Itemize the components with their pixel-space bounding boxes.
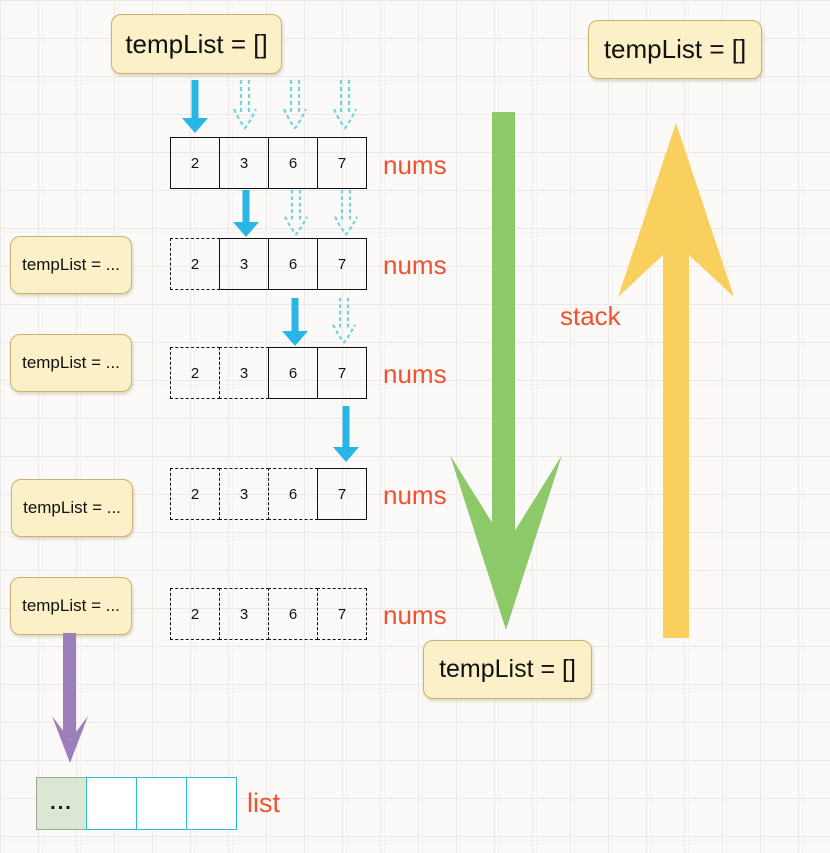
dashed-cyan-arrow-down-icon (332, 297, 356, 344)
templist-box-top-right-label: tempList = [] (603, 34, 747, 64)
cell-value: 3 (239, 485, 249, 503)
cell-value: 2 (190, 364, 200, 382)
nums-array-row-3: 2 3 6 7 (170, 347, 367, 399)
cell-value: 2 (190, 255, 200, 273)
cell-value: 7 (337, 605, 347, 623)
cyan-arrow-down-icon (333, 406, 359, 462)
array-cell: 2 (170, 137, 220, 189)
stack-label: stack (560, 301, 621, 331)
array-cell: 3 (219, 468, 269, 520)
array-cell: 3 (219, 137, 269, 189)
cell-value: ... (50, 792, 73, 814)
list-cell (186, 777, 237, 830)
array-cell: 3 (219, 347, 269, 399)
cell-value: 3 (239, 154, 249, 172)
cell-value: 2 (190, 605, 200, 623)
nums-label: nums (383, 150, 447, 180)
dashed-cyan-arrow-down-icon (334, 189, 358, 236)
array-cell: 7 (317, 347, 367, 399)
array-cell: 2 (170, 347, 220, 399)
array-cell: 6 (268, 468, 318, 520)
nums-array-row-1: 2 3 6 7 (170, 137, 367, 189)
templist-box-left-3: tempList = ... (11, 479, 133, 537)
array-cell: 6 (268, 137, 318, 189)
cell-value: 6 (288, 255, 298, 273)
cell-value: 7 (337, 154, 347, 172)
nums-label: nums (383, 250, 447, 280)
green-big-arrow-down-icon (450, 112, 562, 630)
dashed-cyan-arrow-down-icon (284, 189, 308, 236)
cell-value: 7 (337, 485, 347, 503)
dashed-cyan-arrow-down-icon (233, 80, 257, 130)
array-cell: 3 (219, 238, 269, 290)
array-cell: 7 (317, 238, 367, 290)
list-cell (86, 777, 137, 830)
list-array: ... (36, 777, 237, 830)
array-cell: 6 (268, 588, 318, 640)
templist-box-left-2: tempList = ... (10, 334, 132, 392)
cell-value: 6 (288, 485, 298, 503)
cell-value: 7 (337, 364, 347, 382)
templist-box-left-2-label: tempList = ... (22, 353, 120, 372)
array-cell: 7 (317, 137, 367, 189)
nums-label: nums (383, 359, 447, 389)
templist-box-top-left: tempList = [] (111, 14, 282, 74)
array-cell: 7 (317, 468, 367, 520)
cyan-arrow-down-icon (182, 80, 208, 133)
cell-value: 6 (288, 364, 298, 382)
cell-value: 2 (190, 154, 200, 172)
array-cell: 2 (170, 468, 220, 520)
list-label: list (247, 788, 280, 818)
array-cell: 2 (170, 238, 220, 290)
cell-value: 6 (288, 154, 298, 172)
cyan-arrow-down-icon (282, 298, 308, 346)
array-cell: 6 (268, 347, 318, 399)
templist-box-left-1: tempList = ... (10, 236, 132, 294)
templist-box-left-4: tempList = ... (10, 577, 132, 635)
cell-value: 3 (239, 364, 249, 382)
array-cell: 7 (317, 588, 367, 640)
nums-label: nums (383, 600, 447, 630)
cell-value: 2 (190, 485, 200, 503)
cell-value: 3 (239, 255, 249, 273)
nums-label: nums (383, 480, 447, 510)
list-cell (136, 777, 187, 830)
templist-box-left-1-label: tempList = ... (22, 255, 120, 274)
nums-array-row-2: 2 3 6 7 (170, 238, 367, 290)
nums-array-row-5: 2 3 6 7 (170, 588, 367, 640)
cyan-arrow-down-icon (233, 190, 259, 237)
cell-value: 6 (288, 605, 298, 623)
purple-arrow-down-icon (52, 633, 88, 763)
cell-value: 3 (239, 605, 249, 623)
cell-value: 7 (337, 255, 347, 273)
array-cell: 3 (219, 588, 269, 640)
templist-box-top-left-label: tempList = [] (125, 28, 268, 59)
nums-array-row-4: 2 3 6 7 (170, 468, 367, 520)
templist-box-left-4-label: tempList = ... (22, 596, 120, 615)
array-cell: 6 (268, 238, 318, 290)
templist-box-bottom-center: tempList = [] (423, 640, 592, 699)
dashed-cyan-arrow-down-icon (333, 80, 357, 130)
array-cell: 2 (170, 588, 220, 640)
templist-box-left-3-label: tempList = ... (23, 498, 121, 517)
list-cell: ... (36, 777, 87, 830)
yellow-big-arrow-up-icon (618, 123, 734, 638)
templist-box-top-right: tempList = [] (588, 20, 762, 79)
templist-box-bottom-center-label: tempList = [] (439, 655, 576, 683)
dashed-cyan-arrow-down-icon (283, 80, 307, 130)
